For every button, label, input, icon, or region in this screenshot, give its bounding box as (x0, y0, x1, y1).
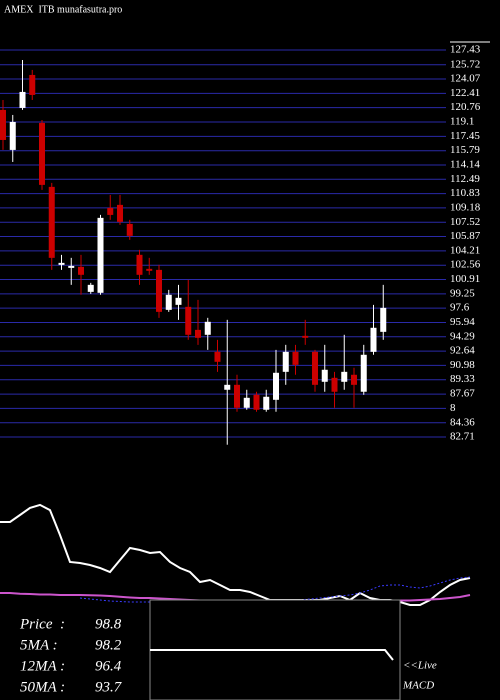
candle-body (117, 204, 123, 222)
info-label: 12MA : (20, 658, 65, 674)
candle-body (214, 351, 221, 362)
candle-body (9, 121, 16, 150)
candle-body (370, 327, 377, 352)
y-tick-label: 87.67 (450, 388, 475, 400)
macd-label: MACD (402, 680, 434, 692)
y-tick-label: 109.18 (450, 201, 481, 213)
candle-body (0, 109, 6, 140)
chart-title: AMEX ITB munafasutra.pro (4, 4, 122, 15)
candle-body (234, 384, 240, 408)
y-tick-label: 115.79 (450, 144, 480, 156)
candle-body (97, 217, 104, 293)
y-tick-label: 125.72 (450, 58, 480, 70)
info-label: 50MA : (20, 679, 65, 695)
candle-body (302, 335, 309, 338)
indicator-line (0, 503, 471, 606)
y-tick-label: 127.43 (450, 43, 481, 55)
y-tick-label: 102.56 (450, 259, 481, 271)
candle-body (341, 371, 348, 382)
info-value: 98.8 (95, 616, 122, 632)
info-value: 93.7 (95, 679, 123, 695)
y-tick-label: 94.29 (450, 330, 475, 342)
y-tick-label: 124.07 (450, 73, 481, 85)
candle-body (146, 268, 153, 271)
live-label: <<Live (403, 660, 437, 672)
candle-body (156, 269, 162, 312)
candle-body (292, 351, 299, 365)
y-tick-label: 90.98 (450, 359, 475, 371)
info-value: 96.4 (95, 658, 122, 674)
candle-body (165, 294, 172, 310)
y-tick-label: 120.76 (450, 101, 481, 113)
macd-line (150, 649, 394, 661)
candle-body (78, 266, 84, 275)
y-tick-label: 82.71 (450, 431, 475, 443)
info-box (8, 606, 150, 700)
candle-body (253, 394, 260, 410)
candle-body (351, 374, 357, 385)
candle-body (19, 91, 26, 108)
candle-body (360, 354, 367, 392)
candle-body (87, 284, 94, 292)
candle-body (185, 306, 192, 335)
info-label: 5MA : (20, 637, 58, 653)
candle-body (107, 207, 114, 215)
y-tick-label: 114.14 (450, 159, 480, 171)
candle-body (243, 397, 250, 408)
y-tick-label: 95.94 (450, 316, 475, 328)
candle-body (204, 321, 211, 335)
y-tick-label: 110.83 (450, 187, 480, 199)
y-tick-label: 122.41 (450, 87, 480, 99)
y-tick-label: 92.64 (450, 345, 475, 357)
y-tick-label: 89.33 (450, 373, 475, 385)
candle-body (273, 372, 279, 400)
y-tick-label: 119.1 (450, 116, 474, 128)
y-tick-label: 100.91 (450, 273, 480, 285)
candle-body (58, 262, 65, 265)
y-tick-label: 97.6 (450, 302, 470, 314)
candle-body (195, 329, 201, 338)
info-value: 98.2 (95, 637, 122, 653)
indicator-line (79, 576, 471, 603)
candle-body (136, 254, 143, 275)
indicator-line (0, 592, 471, 602)
candle-body (48, 186, 55, 258)
candle-body (263, 396, 270, 410)
candle-body (126, 223, 133, 236)
candle-body (175, 297, 182, 305)
y-tick-label: 99.25 (450, 287, 475, 299)
candle-body (39, 122, 45, 185)
info-label: Price : (19, 616, 65, 632)
y-tick-label: 117.45 (450, 130, 480, 142)
y-tick-label: 104.21 (450, 244, 480, 256)
y-tick-label: 84.36 (450, 416, 475, 428)
candle-body (331, 377, 338, 392)
y-tick-label: 8 (450, 402, 456, 414)
candle-body (282, 351, 289, 372)
candle-body (380, 307, 387, 332)
y-tick-label: 112.49 (450, 173, 480, 185)
y-tick-label: 105.87 (450, 230, 481, 242)
y-tick-label: 107.52 (450, 216, 480, 228)
candle-body (321, 369, 328, 382)
candle-body (312, 351, 318, 385)
candle-body (224, 384, 231, 390)
candle-body (68, 265, 75, 268)
candle-body (29, 74, 36, 95)
